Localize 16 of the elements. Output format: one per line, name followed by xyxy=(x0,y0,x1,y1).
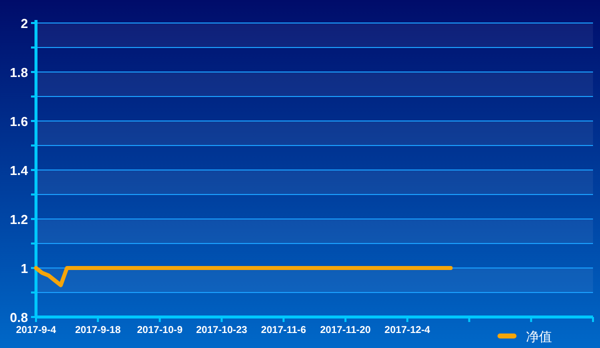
y-tick-label: 1.6 xyxy=(10,114,28,129)
x-tick-label: 2017-11-20 xyxy=(320,325,372,336)
legend-label: 净值 xyxy=(526,330,552,345)
x-tick-label: 2017-9-4 xyxy=(16,325,56,336)
y-tick-label: 1.8 xyxy=(10,65,28,80)
x-tick-label: 2017-10-9 xyxy=(136,325,184,336)
y-tick-label: 1.4 xyxy=(10,163,29,178)
y-tick-label: 2 xyxy=(20,16,28,31)
y-tick-label: 1 xyxy=(20,261,28,276)
line-series xyxy=(34,266,453,288)
y-tick-label: 1.2 xyxy=(10,212,28,227)
x-tick-label: 2017-11-6 xyxy=(261,325,307,336)
x-tick-label: 2017-10-23 xyxy=(196,325,248,336)
x-tick-label: 2017-12-4 xyxy=(384,325,431,336)
x-tick-label: 2017-9-18 xyxy=(75,325,122,336)
y-tick-label: 0.8 xyxy=(10,310,28,325)
